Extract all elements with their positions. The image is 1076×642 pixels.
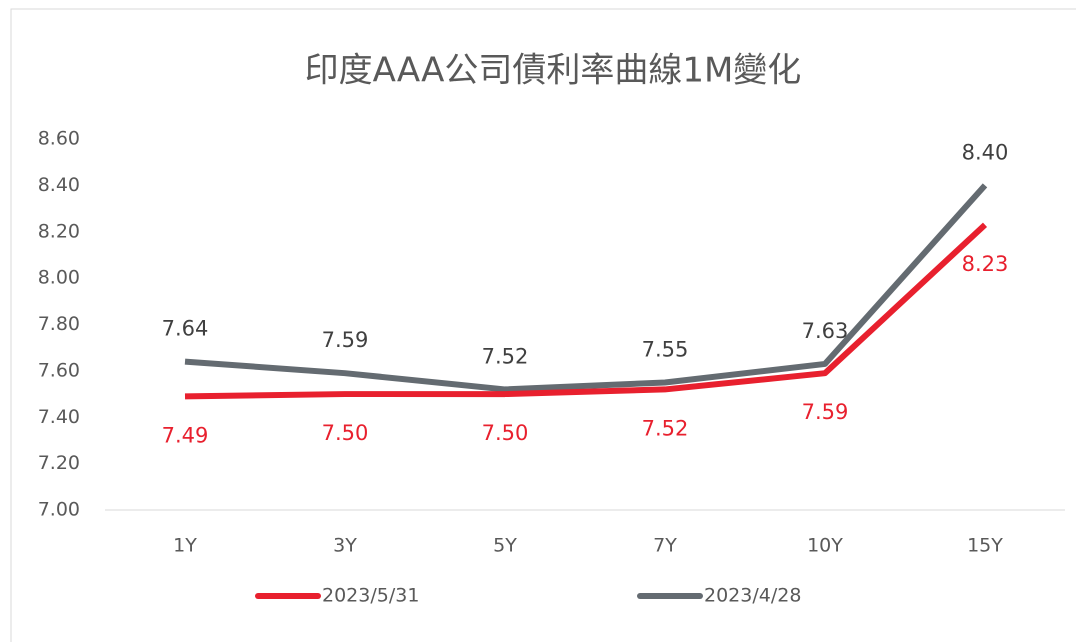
y-tick-label: 7.40 — [38, 406, 80, 428]
data-label: 7.52 — [642, 416, 689, 440]
x-tick-label: 7Y — [653, 535, 677, 557]
data-label: 7.59 — [322, 328, 369, 352]
data-label: 7.64 — [162, 317, 209, 341]
y-tick-label: 7.20 — [38, 452, 80, 474]
x-tick-label: 3Y — [333, 535, 357, 557]
y-tick-label: 8.20 — [38, 220, 80, 242]
y-tick-label: 7.80 — [38, 313, 80, 335]
y-tick-label: 8.60 — [38, 128, 80, 150]
y-tick-label: 7.00 — [38, 499, 80, 521]
data-label: 8.40 — [962, 140, 1009, 164]
series-line — [184, 222, 988, 400]
x-tick-label: 5Y — [493, 535, 517, 557]
x-tick-label: 10Y — [807, 535, 843, 557]
data-label: 8.23 — [962, 252, 1009, 276]
y-tick-label: 8.00 — [38, 267, 80, 289]
data-label: 7.63 — [802, 319, 849, 343]
data-label: 7.50 — [322, 421, 369, 445]
data-label: 7.59 — [802, 400, 849, 424]
chart-frame — [10, 8, 1076, 642]
data-label: 7.52 — [482, 344, 529, 368]
legend-label: 2023/4/28 — [704, 585, 801, 607]
chart-title: 印度AAA公司債利率曲線1M變化 — [305, 51, 802, 91]
x-tick-label: 15Y — [967, 535, 1003, 557]
data-label: 7.50 — [482, 421, 529, 445]
series-line — [184, 183, 988, 393]
y-tick-label: 8.40 — [38, 174, 80, 196]
legend-label: 2023/5/31 — [322, 585, 419, 607]
y-tick-label: 7.60 — [38, 359, 80, 381]
x-tick-label: 1Y — [173, 535, 197, 557]
data-label: 7.55 — [642, 337, 689, 361]
data-label: 7.49 — [162, 423, 209, 447]
